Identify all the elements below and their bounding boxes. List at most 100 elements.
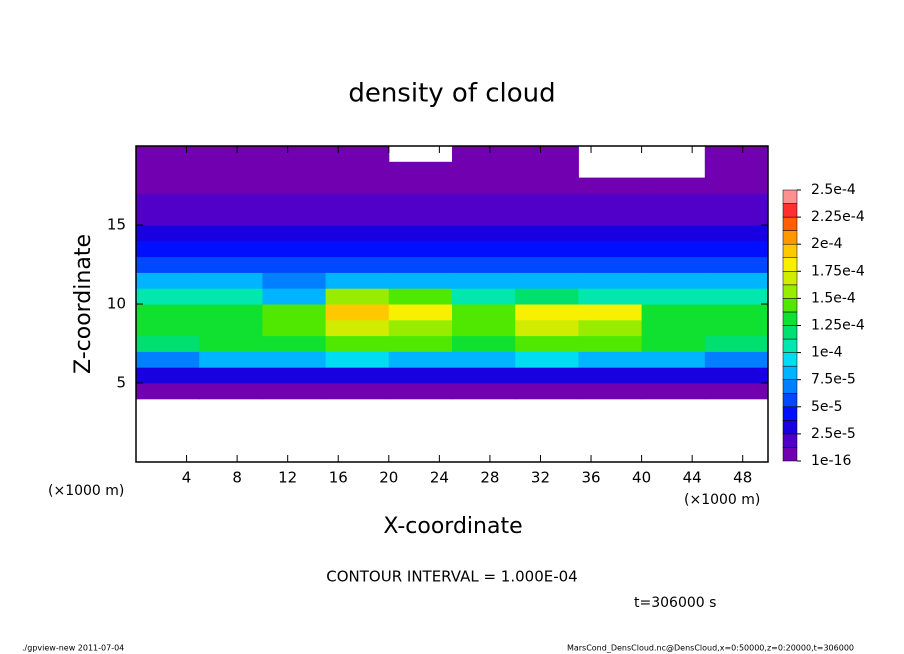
- colorbar-box: [782, 379, 798, 394]
- heat-cell: [515, 367, 579, 384]
- heat-cell: [704, 272, 769, 289]
- colorbar-box: [782, 420, 798, 435]
- heat-cell: [515, 240, 579, 258]
- heat-cell: [199, 319, 263, 337]
- colorbar-box: [782, 406, 798, 421]
- heat-cell: [325, 225, 390, 242]
- colorbar-box: [782, 284, 798, 299]
- heat-cell: [515, 161, 579, 179]
- heat-cell: [704, 367, 769, 384]
- y-unit: (×1000 m): [48, 483, 124, 499]
- contour-note: CONTOUR INTERVAL = 1.000E-04: [326, 568, 577, 586]
- heat-cell: [452, 161, 516, 179]
- heat-cell: [325, 146, 390, 163]
- heat-cell: [136, 288, 200, 305]
- heat-cell: [388, 193, 453, 210]
- heat-cell: [578, 351, 643, 368]
- colorbar-label: 1.25e-4: [811, 318, 865, 334]
- heat-cell: [388, 256, 453, 273]
- heat-cell: [578, 335, 643, 352]
- footer-left: ./gpview-new 2011-07-04: [22, 644, 124, 653]
- heat-cell: [578, 319, 643, 337]
- heat-cell: [325, 240, 390, 258]
- heat-cell: [199, 177, 263, 194]
- heat-cell: [388, 240, 453, 258]
- x-tick-label: 20: [379, 469, 398, 487]
- colorbar-label: 2e-4: [811, 236, 843, 252]
- heat-cell: [578, 240, 643, 258]
- heat-cell: [199, 304, 263, 321]
- heat-cell: [388, 177, 453, 194]
- heat-cell: [515, 335, 579, 352]
- heat-cell: [262, 225, 327, 242]
- heat-cell: [515, 351, 579, 368]
- heat-cell: [515, 383, 579, 400]
- heat-cell: [704, 335, 769, 352]
- heat-cell: [578, 272, 643, 289]
- heat-cell: [262, 193, 327, 210]
- heat-cell: [641, 319, 706, 337]
- heat-cell: [452, 304, 516, 321]
- heat-cell: [704, 288, 769, 305]
- heat-cell: [262, 304, 327, 321]
- heat-cell: [325, 304, 390, 321]
- heat-cell: [136, 383, 200, 400]
- heat-cell: [325, 161, 390, 179]
- heat-cell: [578, 225, 643, 242]
- heat-cell: [199, 225, 263, 242]
- x-tick-label: 44: [683, 469, 702, 487]
- heat-cell: [136, 272, 200, 289]
- heat-cell: [325, 335, 390, 352]
- colorbar-box: [782, 271, 798, 286]
- y-tick-label: 10: [107, 295, 126, 313]
- heat-cell: [578, 367, 643, 384]
- x-tick-label: 16: [329, 469, 348, 487]
- colorbar-box: [782, 257, 798, 272]
- x-unit: (×1000 m): [684, 492, 760, 508]
- heat-cell: [704, 209, 769, 226]
- heat-cell: [136, 319, 200, 337]
- colorbar-box: [782, 298, 798, 313]
- heat-cell: [325, 177, 390, 194]
- colorbar-box: [782, 325, 798, 340]
- heat-cell: [262, 288, 327, 305]
- heat-cell: [388, 351, 453, 368]
- y-tick-label: 5: [116, 374, 126, 392]
- heat-cell: [325, 319, 390, 337]
- heat-cell: [388, 272, 453, 289]
- x-axis-label: X-coordinate: [383, 514, 522, 539]
- heat-cell: [262, 177, 327, 194]
- colorbar-label: 1e-4: [811, 345, 843, 361]
- heat-cell: [388, 367, 453, 384]
- heat-cell: [704, 383, 769, 400]
- heat-cell: [452, 383, 516, 400]
- heat-cell: [452, 209, 516, 226]
- heat-cell: [578, 193, 643, 210]
- heat-cell: [136, 177, 200, 194]
- heat-cell: [325, 351, 390, 368]
- heat-cell: [388, 209, 453, 226]
- heat-cell: [325, 193, 390, 210]
- x-tick-label: 32: [531, 469, 550, 487]
- heat-cell: [641, 351, 706, 368]
- heat-cell: [262, 335, 327, 352]
- heat-cell: [515, 225, 579, 242]
- colorbar-label: 5e-5: [811, 399, 842, 415]
- heat-cell: [452, 288, 516, 305]
- colorbar-label: 2.25e-4: [811, 209, 865, 225]
- heat-cell: [136, 146, 200, 163]
- heat-cell: [325, 209, 390, 226]
- heat-cell: [388, 161, 453, 179]
- heat-cell: [136, 335, 200, 352]
- heat-cell: [136, 240, 200, 258]
- y-tick-label: 15: [107, 216, 126, 234]
- heat-cell: [452, 319, 516, 337]
- heat-cell: [641, 193, 706, 210]
- heat-cell: [325, 272, 390, 289]
- heat-cell: [578, 304, 643, 321]
- colorbar-label: 2.5e-4: [811, 182, 856, 198]
- heat-cell: [199, 367, 263, 384]
- heat-cell: [641, 288, 706, 305]
- colorbar-box: [782, 365, 798, 380]
- heat-cell: [452, 177, 516, 194]
